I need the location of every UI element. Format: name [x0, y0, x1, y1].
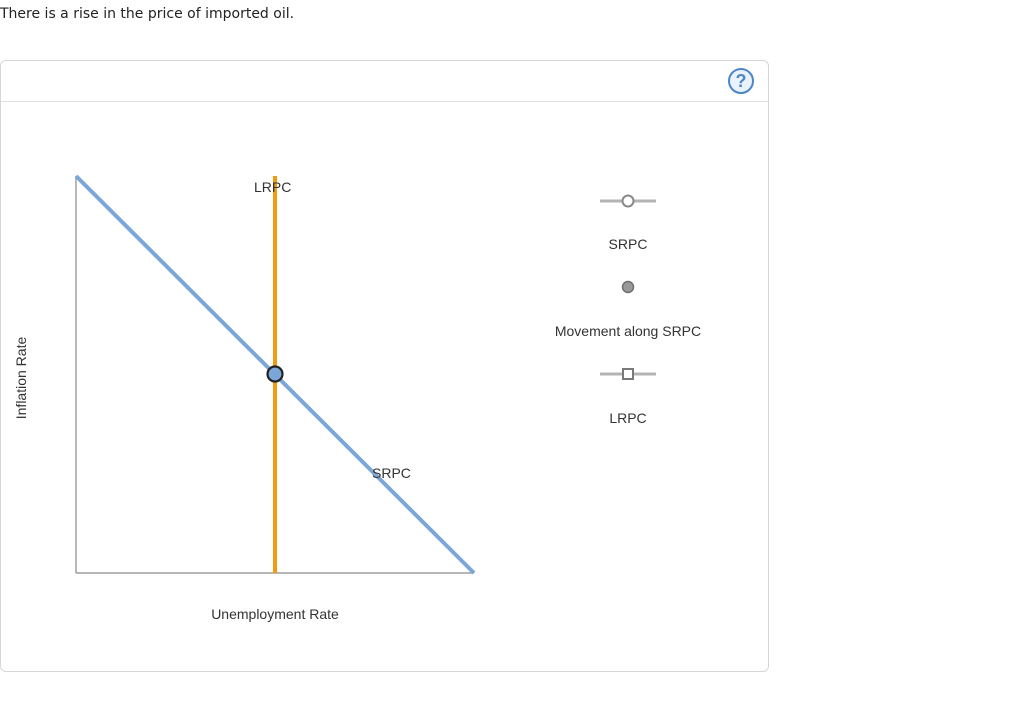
point-icon	[621, 280, 635, 294]
line-square-icon	[600, 368, 656, 380]
y-axis-label: Inflation Rate	[13, 337, 29, 420]
x-axis-label: Unemployment Rate	[211, 606, 339, 622]
srpc-curve-label: SRPC	[372, 465, 411, 481]
help-button[interactable]: ?	[728, 68, 754, 94]
equilibrium-point[interactable]	[266, 365, 284, 383]
question-text: There is a rise in the price of imported…	[0, 6, 295, 22]
movement-along-srpc-tool-label: Movement along SRPC	[554, 323, 702, 339]
srpc-tool-label: SRPC	[608, 236, 648, 252]
graph-panel: ?	[0, 60, 769, 672]
movement-along-srpc-tool[interactable]	[618, 278, 638, 296]
srpc-tool[interactable]	[596, 192, 660, 210]
lrpc-tool[interactable]	[596, 365, 660, 383]
lrpc-tool-label: LRPC	[609, 410, 647, 426]
line-circle-icon	[600, 194, 656, 208]
panel-divider	[1, 101, 768, 102]
lrpc-curve-label: LRPC	[254, 179, 291, 195]
